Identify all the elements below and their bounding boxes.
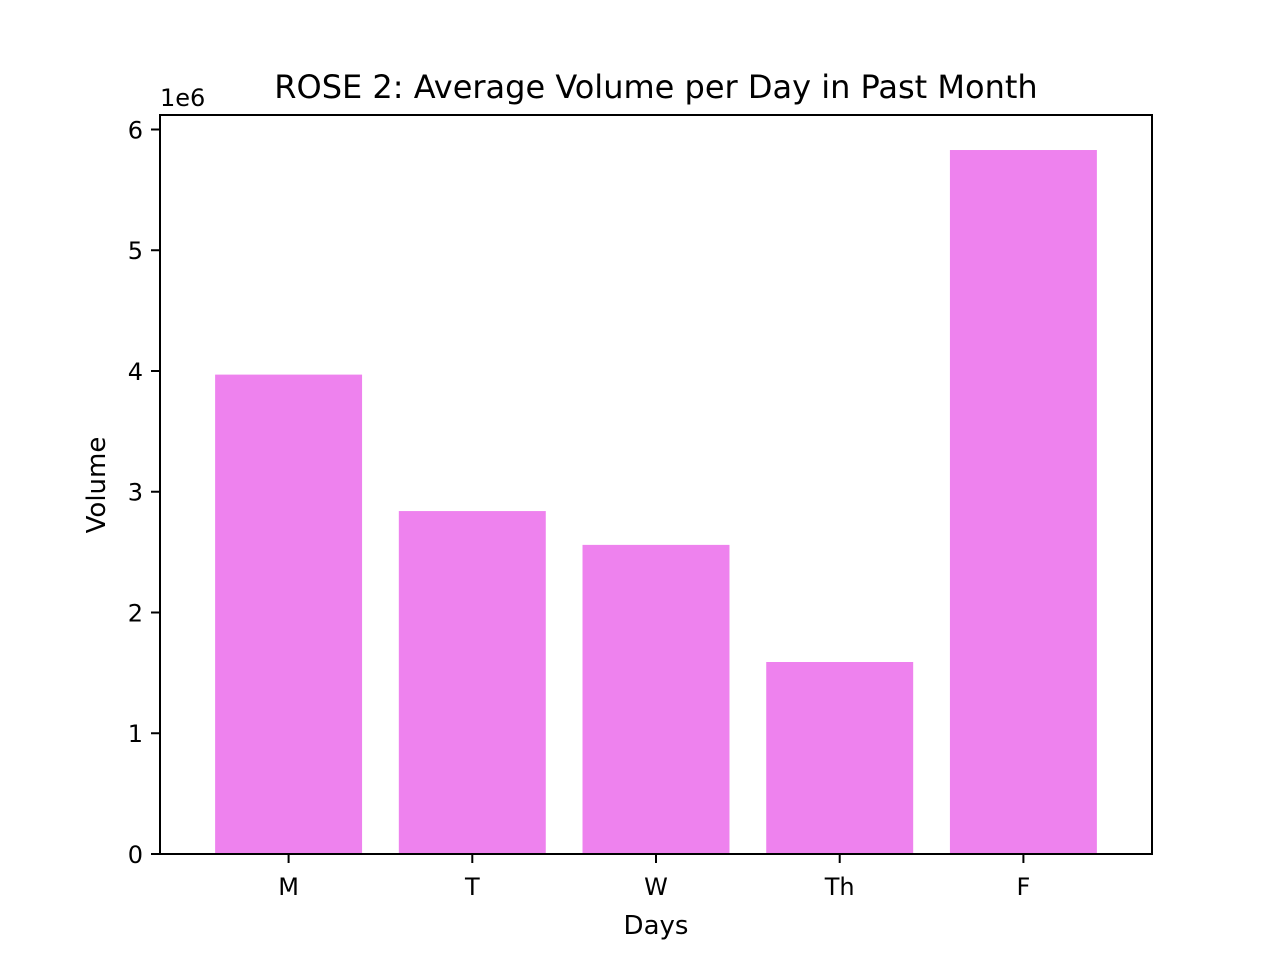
- y-axis: 0 1 2 3 4 5 6: [128, 116, 160, 869]
- y-axis-label: Volume: [82, 437, 112, 534]
- x-tick-label: T: [464, 873, 480, 901]
- x-axis-label: Days: [624, 911, 689, 941]
- bar-f: [949, 150, 1097, 855]
- bar-m: [215, 374, 363, 854]
- x-axis: M T W Th F: [278, 854, 1030, 901]
- y-tick-label: 3: [128, 479, 143, 507]
- y-offset-label: 1e6: [160, 84, 205, 112]
- y-tick-label: 2: [128, 599, 143, 627]
- y-tick-label: 4: [128, 358, 143, 386]
- x-tick-label: F: [1017, 873, 1031, 901]
- bar-w: [582, 544, 730, 854]
- y-tick-label: 6: [128, 116, 143, 144]
- y-tick-label: 1: [128, 720, 143, 748]
- bars-group: [215, 150, 1097, 855]
- y-tick-label: 5: [128, 237, 143, 265]
- bar-t: [398, 511, 546, 854]
- bar-th: [766, 662, 914, 854]
- x-tick-label: W: [644, 873, 668, 901]
- y-tick-label: 0: [128, 841, 143, 869]
- chart-title: ROSE 2: Average Volume per Day in Past M…: [274, 68, 1037, 106]
- x-tick-label: M: [278, 873, 299, 901]
- x-tick-label: Th: [824, 873, 855, 901]
